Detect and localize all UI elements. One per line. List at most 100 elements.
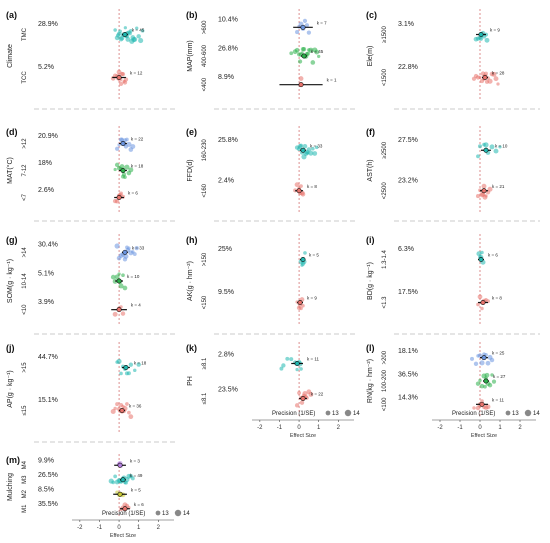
percent-label: 5.2% — [38, 64, 54, 71]
group-0: ≥1500 3.1% k = 9 — [382, 21, 500, 43]
data-point — [493, 148, 499, 154]
group-label: >12 — [22, 138, 28, 149]
data-point — [479, 383, 485, 389]
mean-point — [122, 506, 128, 512]
k-label: k = 5 — [131, 487, 141, 492]
panel-b: (b) MAP(mm) >600 10.4% k = 7 400-600 26.8% k = … — [186, 9, 358, 110]
data-point — [125, 137, 129, 142]
mean-point — [116, 307, 122, 313]
group-1: 400-600 26.8% k = 45 — [202, 44, 324, 67]
panel-j: (j) AP(g · kg⁻¹) >15 44.7% k = 18 ≤15 15.1% k =… — [6, 342, 178, 443]
data-point — [123, 253, 129, 259]
data-point — [314, 49, 320, 55]
group-label: ≤8.1 — [202, 392, 208, 404]
group-2: <7 2.6% k = 6 — [22, 187, 138, 204]
data-point — [113, 167, 117, 172]
data-point — [484, 194, 488, 198]
y-axis-label: SOM(g · kg⁻¹) — [7, 259, 14, 303]
mean-point — [300, 24, 306, 30]
group-1: ≤8.1 23.5% k = 22 — [202, 387, 324, 408]
k-label: k = 9 — [490, 28, 500, 33]
data-point — [487, 382, 493, 388]
group-label: >150 — [202, 252, 208, 266]
group-label: >200 — [382, 350, 388, 364]
k-label: k = 45 — [132, 28, 145, 33]
precision-legend-label: Precision (1/SE) — [102, 511, 145, 517]
data-point — [469, 356, 475, 361]
group-0: TMC 28.9% k = 45 — [22, 21, 145, 44]
group-2: <10 3.9% k = 4 — [22, 299, 141, 317]
group-0: M4 9.9% k = 3 — [22, 457, 140, 469]
group-label: M4 — [22, 460, 28, 469]
data-point — [303, 251, 307, 255]
percent-label: 5.1% — [38, 270, 54, 277]
data-point — [302, 143, 308, 149]
k-label: k = 1 — [327, 78, 337, 83]
mean-point — [117, 462, 123, 468]
group-0: ≥8.1 2.8% k = 11 — [202, 352, 320, 372]
precision-legend-marker — [344, 409, 352, 417]
k-label: k = 33 — [310, 143, 323, 148]
data-point — [135, 26, 139, 30]
group-0: >600 10.4% k = 7 — [202, 17, 327, 35]
panel-d: (d) MAT(°C) >12 20.9% k = 22 7-12 18% k = 18 <7 2… — [6, 126, 178, 222]
data-point — [310, 146, 315, 151]
y-axis-label: FFD(d) — [187, 159, 194, 181]
data-point — [478, 36, 484, 41]
percent-label: 8.5% — [38, 486, 54, 493]
percent-label: 18.1% — [398, 348, 418, 355]
data-point — [114, 199, 120, 204]
group-label: <1500 — [382, 68, 388, 86]
x-tick-label: 2 — [157, 525, 161, 531]
group-label: 160-230 — [202, 139, 208, 162]
data-point — [299, 400, 305, 405]
group-label: <7 — [22, 193, 28, 201]
group-1: TCC 5.2% k = 12 — [22, 64, 143, 87]
precision-legend-size: 13 — [162, 511, 169, 517]
data-point — [476, 302, 480, 307]
panel-f: (f) AST(h) ≥2500 27.5% k = 10 <2500 23.2% k = 2… — [366, 126, 540, 222]
k-label: k = 21 — [492, 184, 505, 189]
y-axis-label: AST(h) — [367, 159, 374, 181]
group-label: ≥1500 — [382, 26, 388, 43]
group-1: 7-12 18% k = 18 — [22, 160, 144, 179]
group-label: M1 — [22, 504, 28, 513]
data-point — [485, 360, 491, 366]
x-tick-label: 0 — [478, 425, 482, 431]
group-0: >14 30.4% k = 33 — [22, 242, 145, 262]
data-point — [118, 81, 124, 87]
data-point — [489, 144, 495, 150]
data-point — [476, 154, 480, 159]
percent-label: 36.5% — [398, 371, 418, 378]
group-1: 100-200 36.5% k = 27 — [382, 369, 506, 392]
x-axis-title: Effect Size — [290, 433, 316, 439]
group-0: >15 44.7% k = 18 — [22, 354, 147, 376]
data-point — [123, 175, 127, 179]
k-label: k = 8 — [307, 184, 317, 189]
data-point — [121, 273, 125, 278]
group-label: 7-12 — [22, 164, 28, 177]
mean-point — [481, 188, 487, 194]
percent-label: 23.2% — [398, 178, 418, 185]
mean-point — [301, 53, 307, 59]
mean-point — [478, 256, 484, 262]
data-point — [119, 371, 123, 376]
data-point — [118, 283, 124, 289]
data-point — [134, 245, 139, 251]
data-point — [301, 304, 305, 308]
percent-label: 8.9% — [218, 74, 234, 81]
panel-letter: (i) — [366, 235, 375, 245]
data-point — [289, 51, 294, 56]
data-point — [120, 72, 126, 77]
data-point — [118, 29, 122, 34]
mean-point — [300, 147, 306, 153]
panel-c: (c) Ele(m) ≥1500 3.1% k = 9 <1500 22.8% k = 28 — [366, 9, 540, 110]
percent-label: 23.5% — [218, 387, 238, 394]
mean-point — [122, 249, 128, 255]
percent-label: 26.5% — [38, 472, 58, 479]
panel-h: (h) AK(g · hm⁻²) >150 25% k = 5 <150 9.5% k = 9 — [186, 234, 358, 335]
precision-legend-size: 13 — [512, 411, 519, 417]
data-point — [128, 167, 134, 173]
data-point — [297, 390, 302, 395]
data-point — [119, 191, 123, 196]
